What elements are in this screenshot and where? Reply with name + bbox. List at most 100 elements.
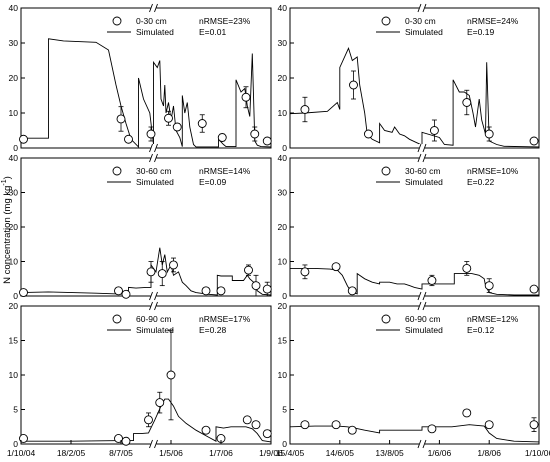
axis-break-gap: [150, 4, 157, 12]
observed-point: [427, 276, 437, 285]
y-axis-label-superscript: -1: [1, 179, 8, 185]
axis-break-gap: [418, 154, 425, 162]
x-tick-label: 15/4/05: [276, 448, 305, 458]
axis-break-gap: [418, 302, 425, 310]
axis-break-mark: [417, 439, 422, 449]
observed-point: [300, 105, 310, 114]
legend-observed-marker: [112, 16, 122, 26]
y-axis-label: N concentration (mg kg-1): [1, 176, 13, 284]
observed-point: [155, 398, 165, 408]
stat-efficiency: E=0.22: [467, 177, 494, 187]
stat-efficiency: E=0.28: [199, 325, 226, 335]
observed-point: [146, 267, 156, 277]
legend-observed-marker: [112, 166, 122, 176]
y-tick-label: 20: [9, 301, 19, 311]
y-tick-label: 30: [9, 38, 19, 48]
observed-point: [164, 113, 173, 123]
x-tick-label: 13/8/05: [375, 448, 404, 458]
x-tick-label: 8/7/05: [109, 448, 133, 458]
legend-simulated-label: Simulated: [405, 325, 443, 335]
observed-point: [331, 420, 341, 430]
x-tick-label: 18/2/05: [57, 448, 86, 458]
y-tick-label: 40: [278, 3, 288, 13]
legend-simulated-label: Simulated: [405, 27, 443, 37]
y-tick-label: 20: [9, 222, 19, 232]
observed-point: [462, 408, 472, 418]
stat-nrmse: nRMSE=17%: [199, 314, 251, 324]
observed-point: [484, 420, 494, 430]
observed-point: [124, 134, 133, 144]
stat-nrmse: nRMSE=23%: [199, 16, 251, 26]
legend-simulated-label: Simulated: [136, 27, 174, 37]
observed-point: [166, 370, 176, 380]
observed-point: [201, 425, 211, 435]
observed-point: [429, 126, 439, 135]
axis-break-gap: [418, 292, 425, 300]
legend-observed-marker: [381, 166, 391, 176]
observed-point: [242, 415, 252, 425]
axis-break-mark: [149, 143, 153, 153]
y-tick-label: 0: [282, 291, 287, 301]
y-tick-label: 20: [9, 73, 19, 83]
stat-nrmse: nRMSE=24%: [467, 16, 519, 26]
observed-point: [201, 286, 211, 296]
observed-point: [121, 436, 131, 446]
y-tick-label: 0: [13, 439, 18, 449]
axis-break-mark: [154, 301, 158, 311]
y-tick-label: 0: [13, 143, 18, 153]
axis-break-gap: [418, 4, 425, 12]
observed-point: [144, 415, 153, 425]
observed-point: [121, 289, 131, 299]
y-axis-label-close: ): [2, 176, 13, 179]
y-tick-label: 0: [13, 291, 18, 301]
observed-point: [251, 281, 261, 291]
x-tick-label: 1/9/06: [259, 448, 283, 458]
y-tick-label: 20: [278, 301, 288, 311]
axis-break-gap: [150, 292, 157, 300]
observed-point: [347, 286, 357, 296]
x-tick-label: 14/6/05: [326, 448, 355, 458]
y-tick-label: 10: [278, 370, 288, 380]
y-tick-label: 30: [278, 188, 288, 198]
observed-point: [157, 269, 167, 279]
observed-point: [462, 98, 472, 107]
simulated-series-line: [289, 47, 540, 148]
axis-break-gap: [418, 440, 425, 448]
stat-nrmse: nRMSE=12%: [467, 314, 519, 324]
y-tick-label: 15: [278, 336, 288, 346]
y-tick-label: 40: [9, 153, 19, 163]
legend-simulated-label: Simulated: [136, 177, 174, 187]
observed-point: [484, 129, 494, 139]
y-tick-label: 5: [282, 405, 287, 415]
y-tick-label: 30: [278, 38, 288, 48]
axis-break-mark: [149, 301, 153, 311]
y-axis-label-text: N concentration (mg kg: [2, 186, 13, 284]
y-tick-label: 5: [13, 405, 18, 415]
observed-point: [349, 80, 358, 90]
axis-break-mark: [422, 153, 427, 163]
x-tick-label: 1/5/06: [159, 448, 183, 458]
simulated-series-line: [290, 267, 539, 296]
simulated-series-line: [20, 247, 272, 296]
y-tick-label: 0: [282, 439, 287, 449]
y-tick-label: 40: [278, 153, 288, 163]
observed-point: [197, 119, 207, 128]
axis-break-mark: [417, 291, 422, 301]
observed-point: [262, 136, 272, 146]
axis-break-mark: [422, 3, 427, 13]
axis-break-mark: [417, 3, 422, 13]
axis-break-mark: [154, 3, 158, 13]
axis-break-mark: [149, 439, 153, 449]
observed-point: [262, 429, 272, 439]
observed-point: [114, 286, 123, 296]
axis-break-mark: [417, 301, 422, 311]
legend-observed-marker: [112, 314, 122, 324]
stat-nrmse: nRMSE=14%: [199, 166, 251, 176]
observed-point: [262, 284, 272, 294]
axis-break-mark: [422, 439, 427, 449]
stat-efficiency: E=0.09: [199, 177, 226, 187]
stat-efficiency: E=0.01: [199, 27, 226, 37]
